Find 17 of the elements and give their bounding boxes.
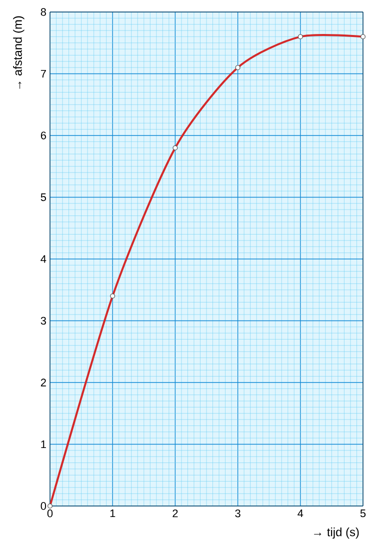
x-axis-title: → tijd (s) xyxy=(314,528,359,539)
y-tick-label: 5 xyxy=(40,193,46,202)
y-tick-label: 2 xyxy=(40,378,46,386)
y-tick-label: 8 xyxy=(40,8,46,16)
y-tick-label: 4 xyxy=(40,255,46,263)
y-tick-label: 3 xyxy=(40,316,46,325)
x-tick-label: 0 xyxy=(47,510,53,518)
y-tick-label: 0 xyxy=(40,502,46,510)
y-tick-label: 1 xyxy=(41,440,46,448)
x-tick-label: 2 xyxy=(172,510,178,518)
y-tick-label: 6 xyxy=(40,132,46,140)
x-tick-label: 5 xyxy=(360,510,366,518)
x-tick-label: 3 xyxy=(235,510,240,518)
y-tick-label: 7 xyxy=(40,70,46,78)
y-axis-title: → afstand (m) xyxy=(13,16,24,89)
x-tick-label: 4 xyxy=(298,510,304,518)
x-tick-label: 1 xyxy=(110,510,116,518)
